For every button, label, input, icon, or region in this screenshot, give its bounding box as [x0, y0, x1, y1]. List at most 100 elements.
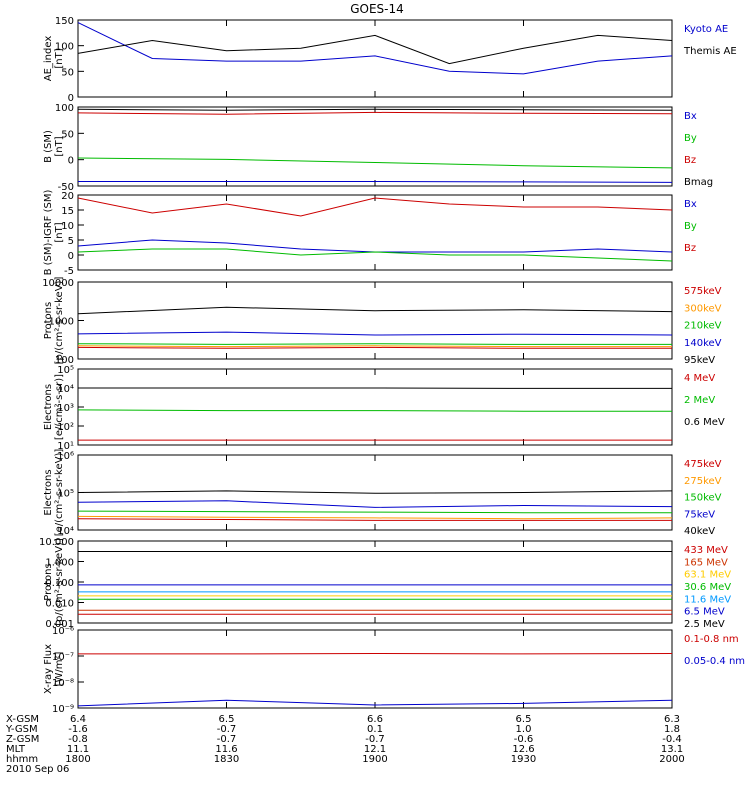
- y-axis-label: [nT]: [54, 136, 65, 156]
- ephemeris-value: 6.5: [219, 714, 235, 725]
- y-tick-label: 100: [55, 103, 74, 114]
- series-line-bx: [77, 239, 673, 253]
- series-line-by: [77, 248, 673, 262]
- ephemeris-row-label: Y-GSM: [5, 724, 38, 735]
- series-line-150kev: [77, 510, 672, 514]
- legend-entry: 275keV: [684, 476, 722, 487]
- y-axis-label: [p/(cm²-s-sr-keV)]: [54, 277, 65, 365]
- panel-8: 10⁻⁹ 10⁻⁸ 10⁻⁷ 10⁻⁶ X-ray Flux [W/m²] 0.1-0.8 …: [43, 626, 745, 715]
- series-line-575kev: [77, 346, 672, 349]
- y-tick-label: 5: [68, 236, 74, 247]
- legend-entry: 2 MeV: [684, 395, 715, 406]
- y-tick-label: 10³: [57, 403, 74, 414]
- panel-2: -50 0 50 100 B (SM) [nT] Bx By Bz Bmag: [43, 103, 713, 193]
- y-tick-label: 150: [55, 16, 74, 27]
- series-line-bx: [78, 181, 673, 183]
- y-tick-label: 50: [61, 129, 74, 140]
- y-axis-label: [e/(cm²-s-sr)]: [54, 374, 65, 440]
- y-tick-label: 10: [61, 221, 74, 232]
- ephemeris-value: -0.8: [68, 734, 88, 745]
- ephemeris-row-label: 2010 Sep 06: [6, 764, 69, 775]
- y-tick-label: 10⁴: [57, 526, 74, 537]
- legend-entry: 433 MeV: [684, 545, 728, 556]
- y-axis-label: Protons: [43, 302, 54, 339]
- series-line-by: [77, 157, 673, 169]
- ephemeris-value: 1.8: [664, 724, 680, 735]
- series-line-275kev: [77, 515, 673, 520]
- legend-entry: 0.1-0.8 nm: [684, 634, 739, 645]
- ephemeris-row-label: hhmm: [6, 754, 38, 765]
- y-tick-label: 10¹: [57, 441, 74, 452]
- ephemeris-value: 1.0: [516, 724, 532, 735]
- legend-entry: 150keV: [684, 493, 722, 504]
- legend-entry: 6.5 MeV: [684, 607, 725, 618]
- y-tick-label: 10000: [42, 278, 74, 289]
- ephemeris-value: -1.6: [68, 724, 88, 735]
- y-tick-label: 10.000: [39, 537, 74, 548]
- legend-entry: 75keV: [684, 509, 715, 520]
- series-line-kyoto-ae: [77, 22, 673, 75]
- y-tick-label: 10²: [57, 422, 74, 433]
- ephemeris-value: 6.5: [516, 714, 532, 725]
- legend-entry: Themis AE: [683, 46, 737, 57]
- panel-4: 100 1000 10000 Protons [p/(cm²-s-sr-keV)] 575…: [42, 277, 721, 366]
- y-tick-label: 0: [68, 93, 74, 104]
- series-line-40kev: [77, 490, 673, 494]
- legend-entry: 0.6 MeV: [684, 417, 725, 428]
- legend-entry: 4 MeV: [684, 373, 715, 384]
- legend-entry: 30.6 MeV: [684, 582, 731, 593]
- ephemeris-value: 1900: [362, 754, 387, 765]
- legend-entry: 300keV: [684, 303, 722, 314]
- legend-entry: Bx: [684, 199, 697, 210]
- panel-frame: [77, 19, 673, 98]
- panel-3: -5 0 5 10 15 20 B (SM)-IGRF (SM) [nT] Bx By Bz: [43, 190, 697, 277]
- ephemeris-value: 0.1: [367, 724, 383, 735]
- y-tick-label: 20: [61, 191, 74, 202]
- panel-frame: [77, 629, 673, 709]
- ephemeris-value: -0.7: [217, 724, 237, 735]
- y-axis-label: [p/(cm²-s-sr-keV)]: [54, 538, 65, 626]
- y-tick-label: 100: [55, 355, 74, 366]
- ephemeris-value: 1930: [511, 754, 536, 765]
- series-line-300kev: [77, 345, 672, 348]
- y-tick-label: 10⁵: [57, 489, 74, 500]
- series-line-2-mev: [77, 409, 672, 412]
- legend-entry: 63.1 MeV: [684, 570, 731, 581]
- panel-frame: [77, 106, 673, 187]
- legend-entry: 475keV: [684, 459, 722, 470]
- series-line-bmag: [77, 108, 673, 111]
- y-axis-label: Electrons: [43, 384, 54, 430]
- ephemeris-value: -0.6: [514, 734, 534, 745]
- legend-entry: Bz: [684, 243, 696, 254]
- panel-7: 0.001 0.010 0.100 1.000 10.000 Protons [p/(cm²…: [39, 537, 731, 630]
- y-tick-label: 15: [61, 206, 74, 217]
- legend-entry: By: [684, 221, 697, 232]
- series-line-210kev: [77, 343, 672, 345]
- y-axis-label: Electrons: [43, 469, 54, 515]
- legend-entry: 165 MeV: [684, 557, 728, 568]
- y-axis-label: AE_index: [43, 36, 54, 82]
- series-line-0-05-0-4-nm: [77, 699, 673, 707]
- ephemeris-value: 13.1: [661, 744, 683, 755]
- series-line-75kev: [77, 500, 673, 508]
- ephemeris-value: -0.7: [365, 734, 385, 745]
- y-axis-label: [nT]: [54, 48, 65, 68]
- ephemeris-row-label: Z-GSM: [6, 734, 39, 745]
- legend-entry: By: [684, 133, 697, 144]
- ephemeris-value: 11.1: [67, 744, 89, 755]
- ephemeris-value: 11.6: [215, 744, 237, 755]
- legend-entry: Bx: [684, 111, 697, 122]
- ephemeris-row-label: X-GSM: [6, 714, 39, 725]
- y-tick-label: 0.001: [45, 619, 74, 630]
- series-line-bz: [77, 197, 673, 217]
- y-axis-label: X-ray Flux: [43, 644, 54, 694]
- y-tick-label: 1.000: [45, 558, 74, 569]
- legend-entry: Bmag: [684, 177, 713, 188]
- ephemeris-value: 12.1: [364, 744, 386, 755]
- y-tick-label: -50: [58, 182, 74, 193]
- y-axis-label: Protons: [43, 563, 54, 600]
